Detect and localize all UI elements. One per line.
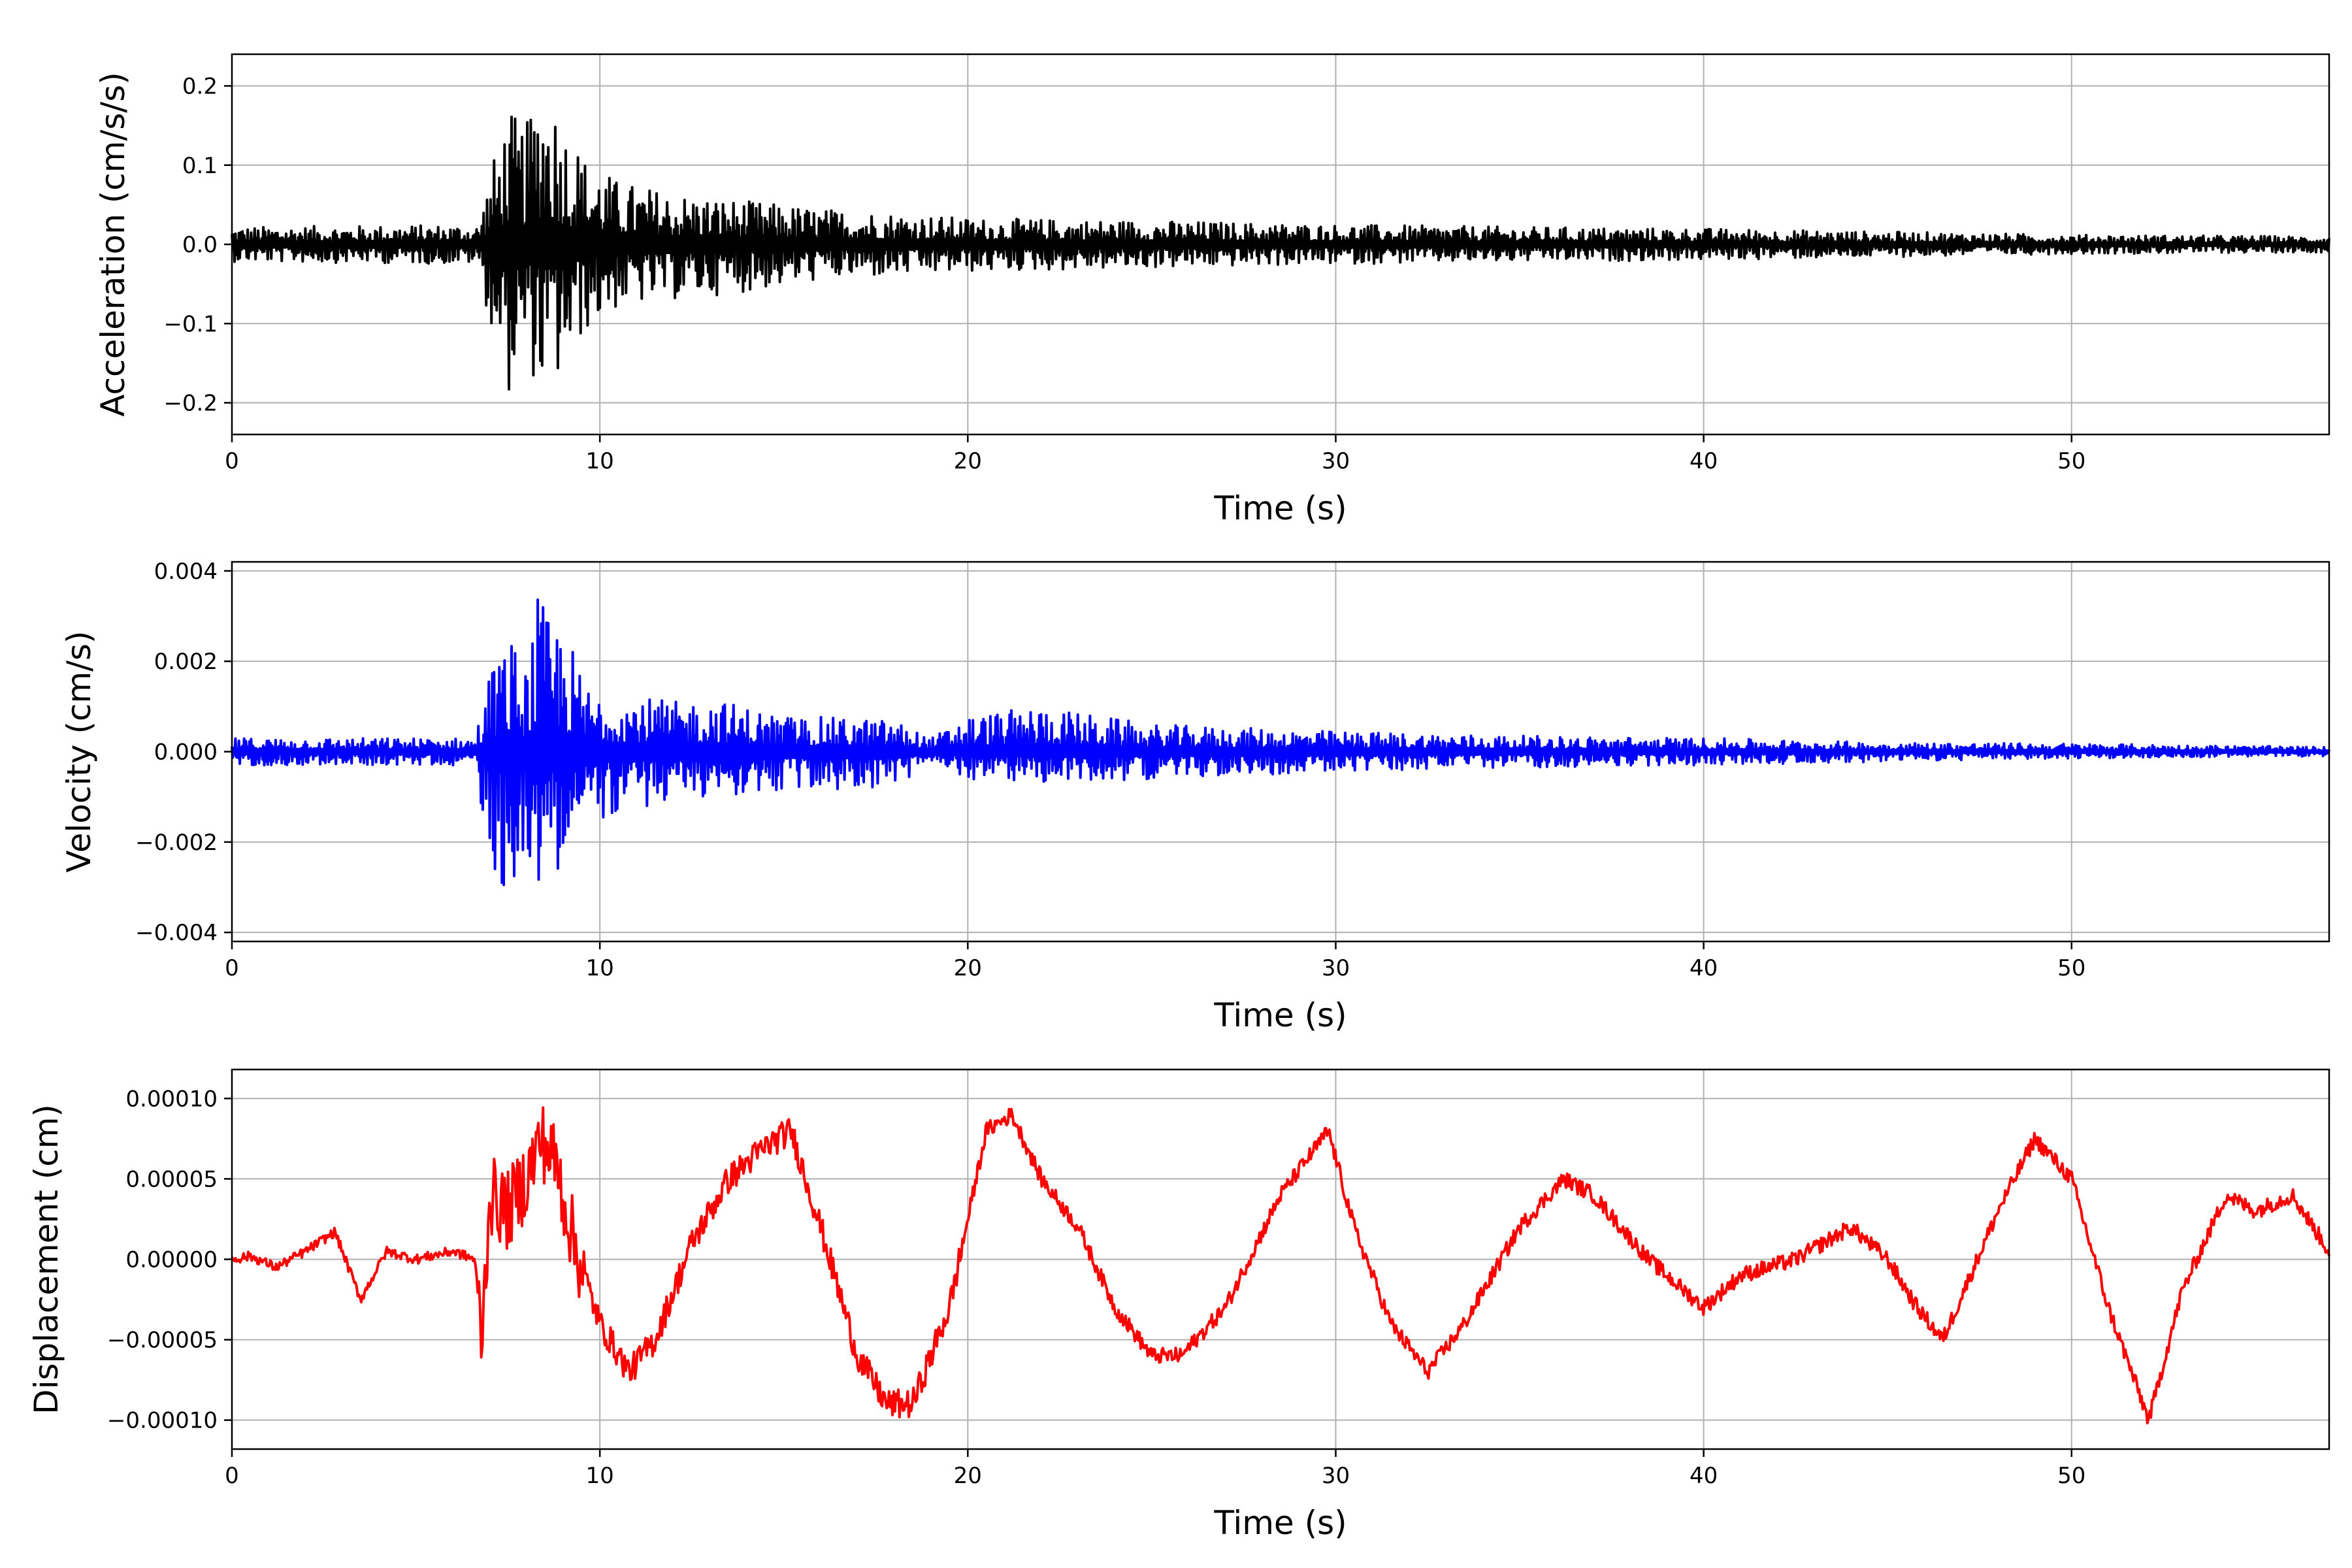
displacement-x-axis-label: Time (s) — [1213, 1504, 1347, 1542]
acceleration-panel: 0 10 20 30 40 50 0.2 0.1 0.0 −0.1 −0.2 Time (s) A… — [94, 53, 2330, 527]
velocity-panel: 0 10 20 30 40 50 0.0040.0020.000−0.002−0.004 … — [60, 559, 2330, 1034]
acceleration-series-line — [231, 116, 2330, 391]
displacement-x-tick-label-5: 50 — [2057, 1463, 2085, 1489]
displacement-y-ticks: 0.00010 0.00005 0.00000 −0.00005 −0.00010 — [107, 1086, 232, 1434]
acceleration-x-tick-label-3: 30 — [1322, 448, 1350, 474]
velocity-y-tick-label-0: 0.004 — [154, 559, 218, 585]
displacement-y-tick-label-2: 0.00000 — [125, 1247, 218, 1273]
velocity-x-tick-label-0: 0 — [225, 955, 239, 981]
acceleration-y-tick-label-0: 0.2 — [182, 74, 218, 100]
velocity-trace — [231, 598, 2330, 887]
acceleration-x-tick-label-0: 0 — [225, 448, 239, 474]
velocity-y-tick-label-4: −0.004 — [135, 920, 218, 946]
acceleration-y-tick-label-4: −0.2 — [163, 391, 218, 417]
velocity-x-tick-label-4: 40 — [1690, 955, 1718, 981]
displacement-x-ticks: 0 10 20 30 40 50 — [225, 1449, 2085, 1489]
displacement-panel: 0 10 20 30 40 50 0.00010 0.00005 0.00000 −0.0000… — [27, 1068, 2330, 1542]
acceleration-y-tick-label-1: 0.1 — [182, 153, 218, 179]
velocity-x-tick-label-3: 30 — [1322, 955, 1350, 981]
acceleration-y-tick-label-2: 0.0 — [182, 232, 218, 258]
displacement-y-tick-label-0: 0.00010 — [125, 1086, 218, 1112]
displacement-x-tick-label-2: 20 — [954, 1463, 982, 1489]
acceleration-x-axis-label: Time (s) — [1213, 489, 1347, 527]
velocity-y-tick-label-2: 0.000 — [154, 740, 218, 766]
velocity-x-tick-label-2: 20 — [954, 955, 982, 981]
velocity-x-tick-label-1: 10 — [586, 955, 614, 981]
acceleration-trace — [231, 116, 2330, 391]
displacement-x-tick-label-4: 40 — [1690, 1463, 1718, 1489]
acceleration-x-tick-label-5: 50 — [2057, 448, 2085, 474]
displacement-y-tick-label-4: −0.00010 — [107, 1408, 218, 1434]
displacement-y-tick-label-1: 0.00005 — [125, 1166, 218, 1192]
displacement-trace — [231, 1106, 2330, 1425]
displacement-x-tick-label-3: 30 — [1322, 1463, 1350, 1489]
acceleration-y-tick-label-3: −0.1 — [163, 311, 218, 337]
acceleration-x-tick-label-1: 10 — [586, 448, 614, 474]
velocity-x-axis-label: Time (s) — [1213, 996, 1347, 1034]
velocity-x-ticks: 0 10 20 30 40 50 — [225, 941, 2085, 981]
displacement-series-line — [231, 1106, 2330, 1425]
displacement-x-tick-label-1: 10 — [586, 1463, 614, 1489]
displacement-y-tick-label-3: −0.00005 — [107, 1328, 218, 1354]
velocity-y-tick-label-1: 0.002 — [154, 649, 218, 675]
displacement-y-axis-label: Displacement (cm) — [27, 1104, 65, 1414]
velocity-y-ticks: 0.004 0.002 0.000 −0.002 −0.004 — [135, 559, 232, 946]
acceleration-x-tick-label-2: 20 — [954, 448, 982, 474]
velocity-x-tick-label-5: 50 — [2057, 955, 2085, 981]
velocity-series-line — [231, 598, 2330, 887]
displacement-x-tick-label-0: 0 — [225, 1463, 239, 1489]
acceleration-y-axis-label: Acceleration (cm/s/s) — [94, 72, 132, 417]
velocity-y-axis-label: Velocity (cm/s) — [60, 630, 98, 872]
velocity-y-tick-label-3: −0.002 — [135, 830, 218, 856]
acceleration-x-ticks: 0 10 20 30 40 50 — [225, 434, 2085, 474]
acceleration-y-ticks: 0.2 0.1 0.0 −0.1 −0.2 — [163, 74, 232, 417]
acceleration-x-tick-label-4: 40 — [1690, 448, 1718, 474]
